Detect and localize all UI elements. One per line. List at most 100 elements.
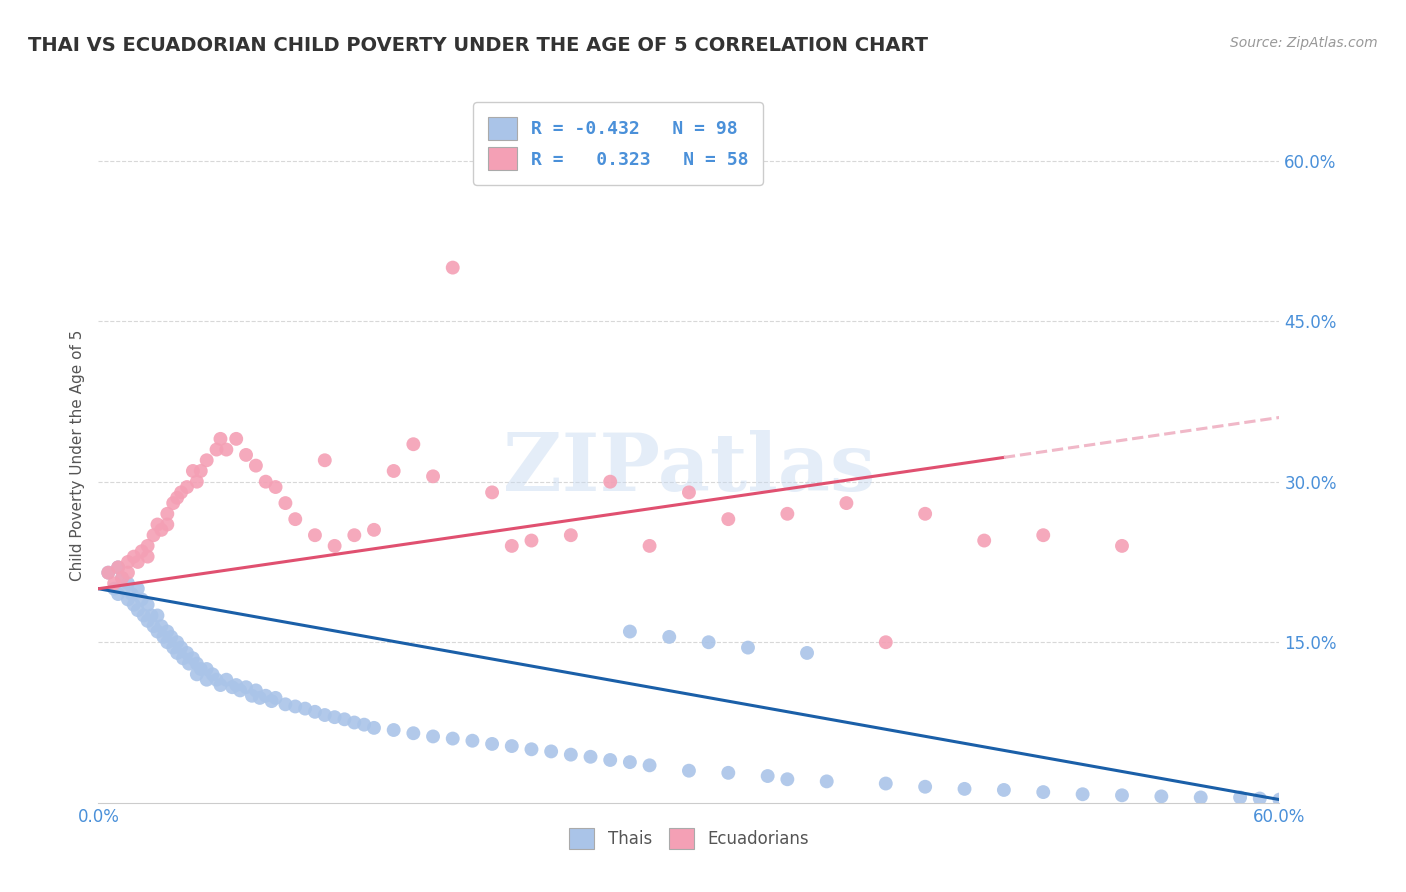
- Point: [249, 690, 271, 705]
- Point: [201, 667, 224, 681]
- Point: [97, 566, 120, 580]
- Text: Source: ZipAtlas.com: Source: ZipAtlas.com: [1230, 36, 1378, 50]
- Point: [254, 475, 277, 489]
- Point: [264, 480, 287, 494]
- Point: [245, 458, 267, 473]
- Point: [914, 780, 936, 794]
- Point: [240, 689, 263, 703]
- Point: [353, 717, 375, 731]
- Point: [717, 765, 740, 780]
- Point: [520, 742, 543, 756]
- Point: [402, 726, 425, 740]
- Point: [796, 646, 818, 660]
- Point: [638, 758, 661, 772]
- Point: [875, 776, 897, 790]
- Point: [815, 774, 838, 789]
- Point: [461, 733, 484, 747]
- Point: [756, 769, 779, 783]
- Point: [122, 598, 145, 612]
- Point: [195, 453, 218, 467]
- Point: [162, 496, 184, 510]
- Point: [304, 705, 326, 719]
- Point: [422, 730, 444, 744]
- Point: [323, 539, 346, 553]
- Point: [993, 783, 1015, 797]
- Point: [176, 480, 198, 494]
- Point: [117, 566, 139, 580]
- Point: [441, 731, 464, 746]
- Point: [181, 464, 204, 478]
- Point: [146, 624, 169, 639]
- Point: [112, 582, 135, 596]
- Point: [103, 576, 125, 591]
- Point: [170, 485, 193, 500]
- Point: [136, 614, 159, 628]
- Point: [142, 528, 165, 542]
- Point: [131, 592, 153, 607]
- Point: [481, 485, 503, 500]
- Point: [678, 764, 700, 778]
- Point: [177, 657, 200, 671]
- Point: [150, 619, 173, 633]
- Point: [146, 608, 169, 623]
- Point: [1032, 528, 1054, 542]
- Point: [520, 533, 543, 548]
- Point: [501, 739, 523, 753]
- Point: [221, 680, 243, 694]
- Point: [914, 507, 936, 521]
- Text: ZIPatlas: ZIPatlas: [503, 430, 875, 508]
- Point: [111, 571, 134, 585]
- Point: [103, 582, 125, 596]
- Point: [294, 701, 316, 715]
- Point: [131, 544, 153, 558]
- Point: [382, 723, 405, 737]
- Point: [260, 694, 283, 708]
- Point: [274, 496, 297, 510]
- Point: [181, 651, 204, 665]
- Point: [141, 608, 163, 623]
- Point: [186, 657, 208, 671]
- Point: [127, 555, 149, 569]
- Point: [274, 698, 297, 712]
- Point: [136, 539, 159, 553]
- Point: [697, 635, 720, 649]
- Point: [117, 555, 139, 569]
- Point: [422, 469, 444, 483]
- Point: [235, 448, 257, 462]
- Point: [107, 560, 129, 574]
- Point: [186, 475, 208, 489]
- Point: [343, 715, 366, 730]
- Point: [156, 507, 179, 521]
- Point: [152, 630, 174, 644]
- Point: [314, 453, 336, 467]
- Point: [599, 753, 621, 767]
- Point: [117, 592, 139, 607]
- Point: [176, 646, 198, 660]
- Point: [121, 587, 143, 601]
- Point: [122, 549, 145, 564]
- Point: [363, 523, 385, 537]
- Point: [166, 491, 188, 505]
- Point: [136, 549, 159, 564]
- Point: [973, 533, 995, 548]
- Text: THAI VS ECUADORIAN CHILD POVERTY UNDER THE AGE OF 5 CORRELATION CHART: THAI VS ECUADORIAN CHILD POVERTY UNDER T…: [28, 36, 928, 54]
- Point: [481, 737, 503, 751]
- Point: [127, 603, 149, 617]
- Point: [540, 744, 562, 758]
- Point: [229, 683, 252, 698]
- Point: [132, 608, 155, 623]
- Point: [1249, 791, 1271, 805]
- Point: [441, 260, 464, 275]
- Point: [209, 678, 232, 692]
- Point: [638, 539, 661, 553]
- Point: [717, 512, 740, 526]
- Point: [136, 598, 159, 612]
- Point: [1189, 790, 1212, 805]
- Point: [170, 640, 193, 655]
- Point: [195, 673, 218, 687]
- Point: [284, 512, 307, 526]
- Point: [205, 442, 228, 457]
- Point: [195, 662, 218, 676]
- Point: [107, 587, 129, 601]
- Point: [111, 571, 134, 585]
